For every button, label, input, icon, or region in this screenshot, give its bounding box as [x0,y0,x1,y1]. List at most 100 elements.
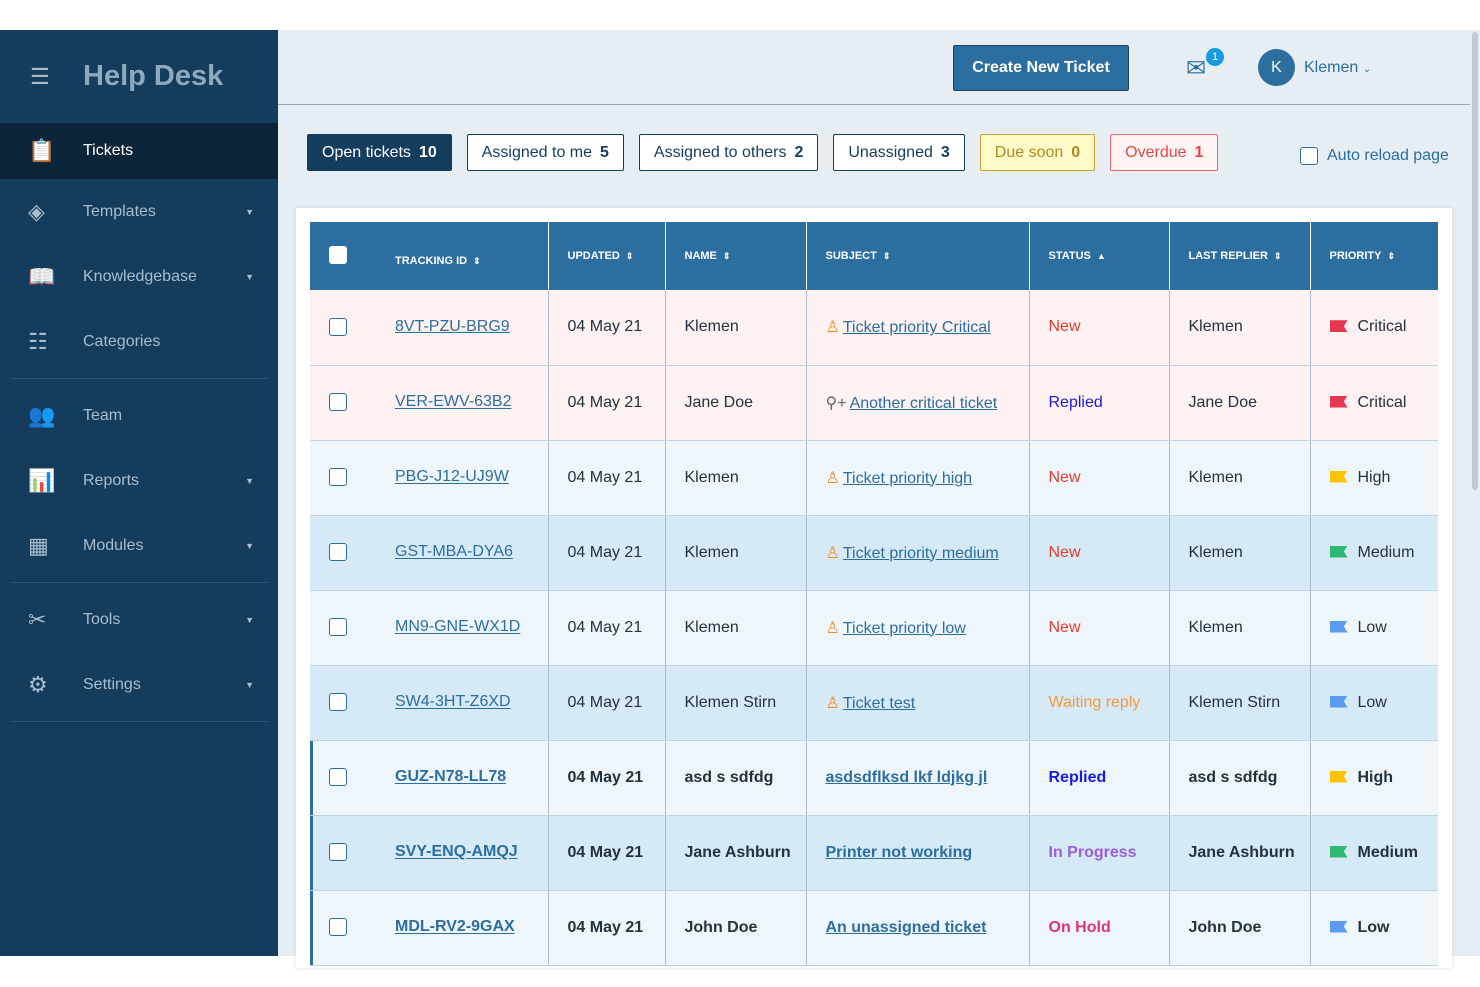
sort-icon[interactable]: ⇕ [722,251,731,261]
scrollbar-thumb[interactable] [1472,32,1478,490]
tracking-id-link[interactable]: GST-MBA-DYA6 [395,543,513,561]
subject-link[interactable]: Ticket priority low [842,619,966,637]
gear-icon: ⚙ [28,671,48,697]
column-header-status[interactable]: STATUS ▲ [1029,222,1170,290]
subject-link[interactable]: Ticket test [842,694,916,712]
tracking-id-link[interactable]: 8VT-PZU-BRG9 [395,318,510,336]
scrollbar[interactable] [1470,30,1480,956]
status-cell: New [1029,515,1170,591]
subject-link[interactable]: Ticket priority medium [842,544,999,562]
priority-flag-icon [1329,845,1348,858]
tracking-id-link[interactable]: GUZ-N78-LL78 [395,768,507,786]
column-header-subject[interactable]: SUBJECT ⇕ [806,222,1030,290]
subject-link[interactable]: An unassigned ticket [825,918,987,936]
row-checkbox[interactable] [329,318,347,337]
sort-icon[interactable]: ⇕ [1387,251,1395,261]
filter-unassigned[interactable]: Unassigned 3 [833,134,965,171]
column-header-label: SUBJECT [825,250,877,262]
row-checkbox[interactable] [329,843,347,862]
column-header-label: STATUS [1048,250,1091,262]
create-ticket-button[interactable]: Create New Ticket [953,45,1129,91]
column-header-name[interactable]: NAME ⇕ [665,222,807,290]
name-cell: Klemen [665,515,807,591]
table-row[interactable]: VER-EWV-63B2 04 May 21 Jane Doe ⚲+ Anothe… [310,365,1438,441]
tracking-id-link[interactable]: VER-EWV-63B2 [395,393,512,411]
table-row[interactable]: MN9-GNE-WX1D 04 May 21 Klemen ♙ Ticket pr… [310,590,1438,666]
row-checkbox[interactable] [329,768,347,787]
sidebar-item-label: Modules [83,536,144,554]
priority-flag-icon [1329,470,1348,483]
subject-link[interactable]: asdsdflksd lkf ldjkg jl [825,768,988,786]
sort-icon[interactable]: ▲ [1096,251,1106,261]
table-row[interactable]: SVY-ENQ-AMQJ 04 May 21 Jane Ashburn Prin… [310,815,1438,891]
sidebar-item-templates[interactable]: ◈ Templates ▼ [0,179,278,244]
updated-cell: 04 May 21 [548,590,666,666]
auto-reload-toggle[interactable]: Auto reload page [1300,147,1449,165]
caret-down-icon: ▼ [245,475,254,486]
row-checkbox[interactable] [329,918,347,937]
row-checkbox[interactable] [329,393,347,412]
subject-link[interactable]: Ticket priority high [842,469,973,487]
avatar[interactable]: K [1258,49,1295,86]
table-row[interactable]: MDL-RV2-9GAX 04 May 21 John Doe An unass… [310,890,1438,966]
assigned-user-icon: ♙ [825,319,840,337]
status-cell: Replied [1029,365,1170,441]
sort-icon[interactable]: ⇕ [473,255,481,266]
filter-open-tickets[interactable]: Open tickets 10 [307,134,452,171]
filter-assigned-to-me[interactable]: Assigned to me 5 [466,134,624,171]
row-checkbox[interactable] [329,468,347,487]
column-header-label: NAME [684,250,717,262]
tracking-id-link[interactable]: PBG-J12-UJ9W [395,468,509,486]
sidebar-item-knowledgebase[interactable]: 📖 Knowledgebase ▼ [0,244,278,309]
header: Create New Ticket ✉ 1 K Klemen ⌄ [278,30,1470,105]
filter-assigned-to-others[interactable]: Assigned to others 2 [638,134,819,171]
sidebar-item-categories[interactable]: ☷ Categories [0,309,278,374]
subject-link[interactable]: Another critical ticket [849,394,998,412]
sidebar-item-modules[interactable]: ▦ Modules ▼ [0,513,278,578]
column-header-last-replier[interactable]: LAST REPLIER ⇕ [1169,222,1311,290]
table-row[interactable]: 8VT-PZU-BRG9 04 May 21 Klemen ♙ Ticket pr… [310,290,1438,366]
caret-down-icon: ▼ [245,614,254,625]
sidebar-item-settings[interactable]: ⚙ Settings ▼ [0,652,278,717]
sort-icon[interactable]: ⇕ [1273,251,1282,261]
last-replier-cell: Klemen [1169,590,1311,666]
updated-cell: 04 May 21 [548,890,666,966]
column-header-tracking-id[interactable]: TRACKING ID ⇕ [395,255,481,267]
mail-icon[interactable]: ✉ [1186,55,1207,82]
tracking-id-link[interactable]: MDL-RV2-9GAX [395,918,515,936]
filter-label: Due soon [994,143,1064,161]
row-checkbox[interactable] [329,693,347,712]
sidebar-item-reports[interactable]: 📊 Reports ▼ [0,448,278,513]
sort-icon[interactable]: ⇕ [882,251,891,261]
row-checkbox[interactable] [329,543,347,562]
table-row[interactable]: PBG-J12-UJ9W 04 May 21 Klemen ♙ Ticket pr… [310,440,1438,516]
collapse-menu-icon[interactable]: ☰ [30,63,50,89]
tracking-id-link[interactable]: SVY-ENQ-AMQJ [395,843,518,861]
tracking-id-link[interactable]: SW4-3HT-Z6XD [395,693,511,711]
column-header-priority[interactable]: PRIORITY ⇕ [1310,222,1438,290]
table-row[interactable]: GST-MBA-DYA6 04 May 21 Klemen ♙ Ticket pr… [310,515,1438,591]
priority-label: Critical [1357,393,1407,411]
auto-reload-checkbox[interactable] [1300,147,1318,165]
column-header-label: TRACKING ID [395,254,468,267]
sidebar-item-tickets[interactable]: 📋 Tickets [0,123,278,179]
table-row[interactable]: GUZ-N78-LL78 04 May 21 asd s sdfdg asdsd… [310,740,1438,816]
subject-link[interactable]: Printer not working [825,843,973,861]
tracking-id-link[interactable]: MN9-GNE-WX1D [395,618,521,636]
sidebar-item-team[interactable]: 👥 Team [0,383,278,448]
last-replier-cell: Klemen Stirn [1169,665,1311,741]
user-menu[interactable]: Klemen ⌄ [1304,59,1371,77]
select-all-checkbox[interactable] [329,245,347,264]
column-header-updated[interactable]: UPDATED ⇕ [548,222,666,290]
sort-icon[interactable]: ⇕ [625,251,634,261]
subject-link[interactable]: Ticket priority Critical [842,319,991,337]
sidebar: ☰ Help Desk 📋 Tickets ◈ Templates ▼ 📖 Knowledge… [0,30,278,956]
sidebar-item-tools[interactable]: ✂ Tools ▼ [0,587,278,652]
caret-down-icon: ▼ [245,679,254,690]
table-row[interactable]: SW4-3HT-Z6XD 04 May 21 Klemen Stirn ♙ Tic… [310,665,1438,741]
filter-overdue[interactable]: Overdue 1 [1110,134,1219,171]
row-checkbox[interactable] [329,618,347,637]
sidebar-divider [10,721,268,722]
filter-due-soon[interactable]: Due soon 0 [979,134,1096,171]
name-cell: Jane Doe [665,365,807,441]
